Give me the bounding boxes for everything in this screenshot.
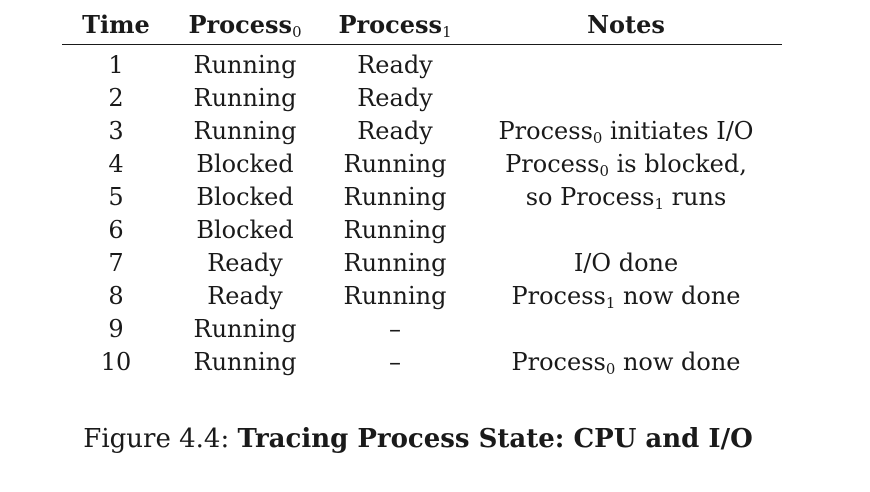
cell-time: 5: [108, 183, 124, 211]
cell-notes: Process0 now done: [511, 348, 741, 379]
cell-process0-state: Running: [193, 51, 297, 79]
cell-notes: [470, 313, 782, 346]
cell-time: 4: [108, 150, 124, 178]
cell-notes: Process1 now done: [511, 282, 741, 313]
cell-process0-state: Blocked: [196, 150, 294, 178]
table-row: 3 Running Ready Process0 initiates I/O: [62, 115, 782, 148]
table-header-row: Time Process0 Process1 Notes: [62, 6, 782, 45]
table-row: 4 Blocked Running Process0 is blocked,: [62, 148, 782, 181]
table-row: 7 Ready Running I/O done: [62, 247, 782, 280]
header-process1: Process1: [320, 6, 470, 45]
table-body: 1 Running Ready 2 Running Ready 3 Running Ready P…: [62, 45, 782, 380]
cell-process1-state: Running: [343, 150, 447, 178]
cell-process0-state: Blocked: [196, 183, 294, 211]
header-process0: Process0: [170, 6, 320, 45]
cell-process0-state: Blocked: [196, 216, 294, 244]
cell-time: 2: [108, 84, 124, 112]
cell-notes: Process0 is blocked,: [505, 150, 747, 181]
cell-process0-state: Ready: [207, 249, 283, 277]
cell-time: 8: [108, 282, 124, 310]
cell-process1-state: Running: [343, 249, 447, 277]
cell-notes: I/O done: [573, 249, 679, 277]
cell-process0-state: Running: [193, 315, 297, 343]
cell-time: 6: [108, 216, 124, 244]
cell-notes: so Process1 runs: [525, 183, 727, 214]
cell-process0-state: Running: [193, 84, 297, 112]
cell-time: 7: [108, 249, 124, 277]
cell-time: 1: [108, 51, 124, 79]
cell-process0-state: Running: [193, 117, 297, 145]
figure-caption: Figure 4.4: Tracing Process State: CPU a…: [0, 424, 836, 454]
process-state-table: Time Process0 Process1 Notes 1 Running Rea…: [62, 6, 782, 379]
header-notes: Notes: [470, 6, 782, 45]
cell-time: 9: [108, 315, 124, 343]
cell-time: 3: [108, 117, 124, 145]
cell-time: 10: [100, 348, 132, 376]
cell-notes: [470, 214, 782, 247]
table-row: 5 Blocked Running so Process1 runs: [62, 181, 782, 214]
table-row: 1 Running Ready: [62, 45, 782, 83]
header-time: Time: [62, 6, 170, 45]
cell-process1-state: Ready: [357, 51, 433, 79]
caption-title: Tracing Process State: CPU and I/O: [237, 424, 753, 454]
cell-process1-state: –: [389, 315, 401, 343]
cell-notes: Process0 initiates I/O: [498, 117, 754, 148]
caption-label: Figure 4.4:: [83, 424, 238, 454]
process-state-table-container: Time Process0 Process1 Notes 1 Running Rea…: [62, 6, 782, 379]
table-row: 10 Running – Process0 now done: [62, 346, 782, 379]
cell-process1-state: Ready: [357, 84, 433, 112]
cell-process0-state: Ready: [207, 282, 283, 310]
cell-process1-state: –: [389, 348, 401, 376]
cell-notes: [470, 82, 782, 115]
table-row: 9 Running –: [62, 313, 782, 346]
cell-process1-state: Running: [343, 183, 447, 211]
cell-process1-state: Running: [343, 216, 447, 244]
cell-process0-state: Running: [193, 348, 297, 376]
table-row: 2 Running Ready: [62, 82, 782, 115]
cell-process1-state: Ready: [357, 117, 433, 145]
table-row: 8 Ready Running Process1 now done: [62, 280, 782, 313]
cell-process1-state: Running: [343, 282, 447, 310]
table-row: 6 Blocked Running: [62, 214, 782, 247]
cell-notes: [470, 45, 782, 83]
